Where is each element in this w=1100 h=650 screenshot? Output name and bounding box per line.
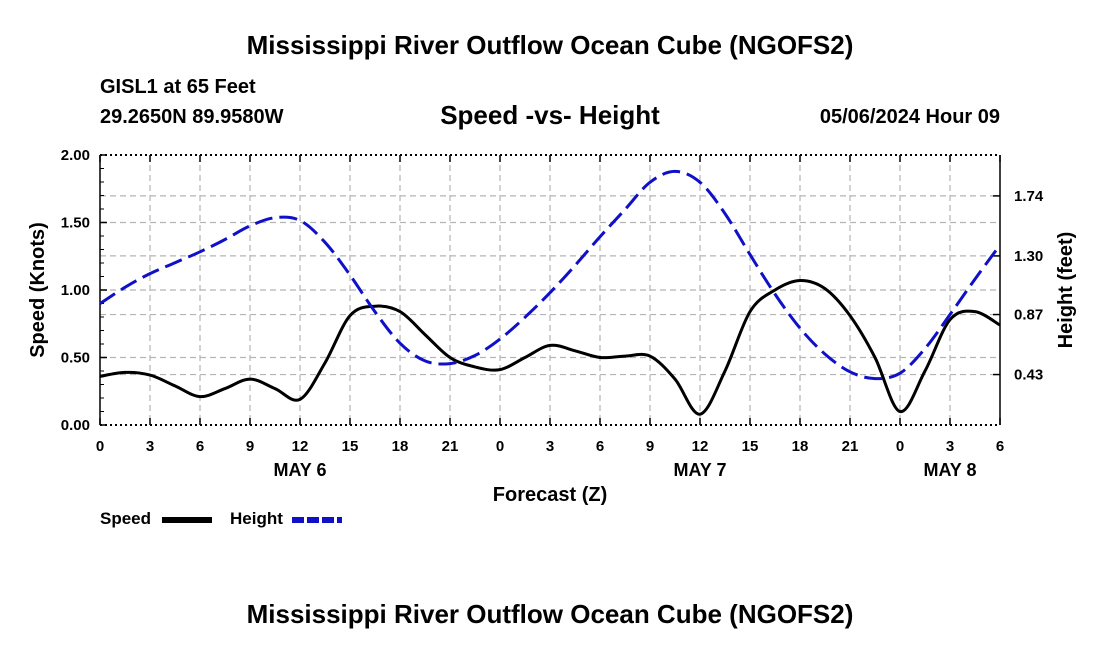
station-label: GISL1 at 65 Feet	[100, 76, 256, 98]
day-label: MAY 8	[923, 460, 976, 480]
x-tick-label: 12	[292, 438, 309, 455]
legend-speed-label: Speed	[100, 509, 152, 528]
station-coordinates: 29.2650N 89.9580W	[100, 106, 284, 128]
y2-tick-label: 1.30	[1014, 248, 1043, 265]
x-tick-label: 6	[196, 438, 204, 455]
y2-tick-label: 0.43	[1014, 367, 1043, 384]
footer-title: Mississippi River Outflow Ocean Cube (NG…	[246, 599, 854, 629]
x-tick-label: 0	[496, 438, 504, 455]
y-tick-label: 2.00	[61, 147, 90, 164]
y-tick-label: 1.00	[61, 282, 90, 299]
day-label: MAY 6	[273, 460, 326, 480]
x-tick-label: 6	[996, 438, 1004, 455]
x-tick-label: 21	[442, 438, 459, 455]
x-tick-label: 21	[842, 438, 859, 455]
y2-tick-label: 0.87	[1014, 307, 1043, 324]
legend-height-label: Height	[230, 509, 283, 528]
day-label: MAY 7	[673, 460, 726, 480]
x-tick-label: 9	[246, 438, 254, 455]
y-tick-label: 1.50	[61, 215, 90, 232]
x-tick-label: 15	[742, 438, 759, 455]
x-axis-title: Forecast (Z)	[493, 484, 607, 506]
x-tick-label: 0	[96, 438, 104, 455]
x-tick-label: 18	[792, 438, 809, 455]
y-axis-title: Speed (Knots)	[27, 222, 49, 358]
main-title: Mississippi River Outflow Ocean Cube (NG…	[246, 30, 854, 60]
series-line-height	[99, 169, 1002, 381]
y-tick-label: 0.50	[61, 350, 90, 367]
x-tick-label: 3	[146, 438, 154, 455]
x-tick-label: 3	[546, 438, 554, 455]
x-tick-label: 15	[342, 438, 359, 455]
x-tick-label: 0	[896, 438, 904, 455]
y-tick-label: 0.00	[61, 417, 90, 434]
x-tick-label: 18	[392, 438, 409, 455]
forecast-datetime: 05/06/2024 Hour 09	[819, 106, 1000, 128]
x-tick-label: 6	[596, 438, 604, 455]
x-tick-label: 9	[646, 438, 654, 455]
y2-axis-title: Height (feet)	[1055, 232, 1077, 349]
x-tick-label: 12	[692, 438, 709, 455]
chart-subtitle: Speed -vs- Height	[440, 100, 660, 130]
series-line-speed	[99, 278, 1001, 416]
x-tick-label: 3	[946, 438, 954, 455]
y2-tick-label: 1.74	[1014, 188, 1044, 205]
